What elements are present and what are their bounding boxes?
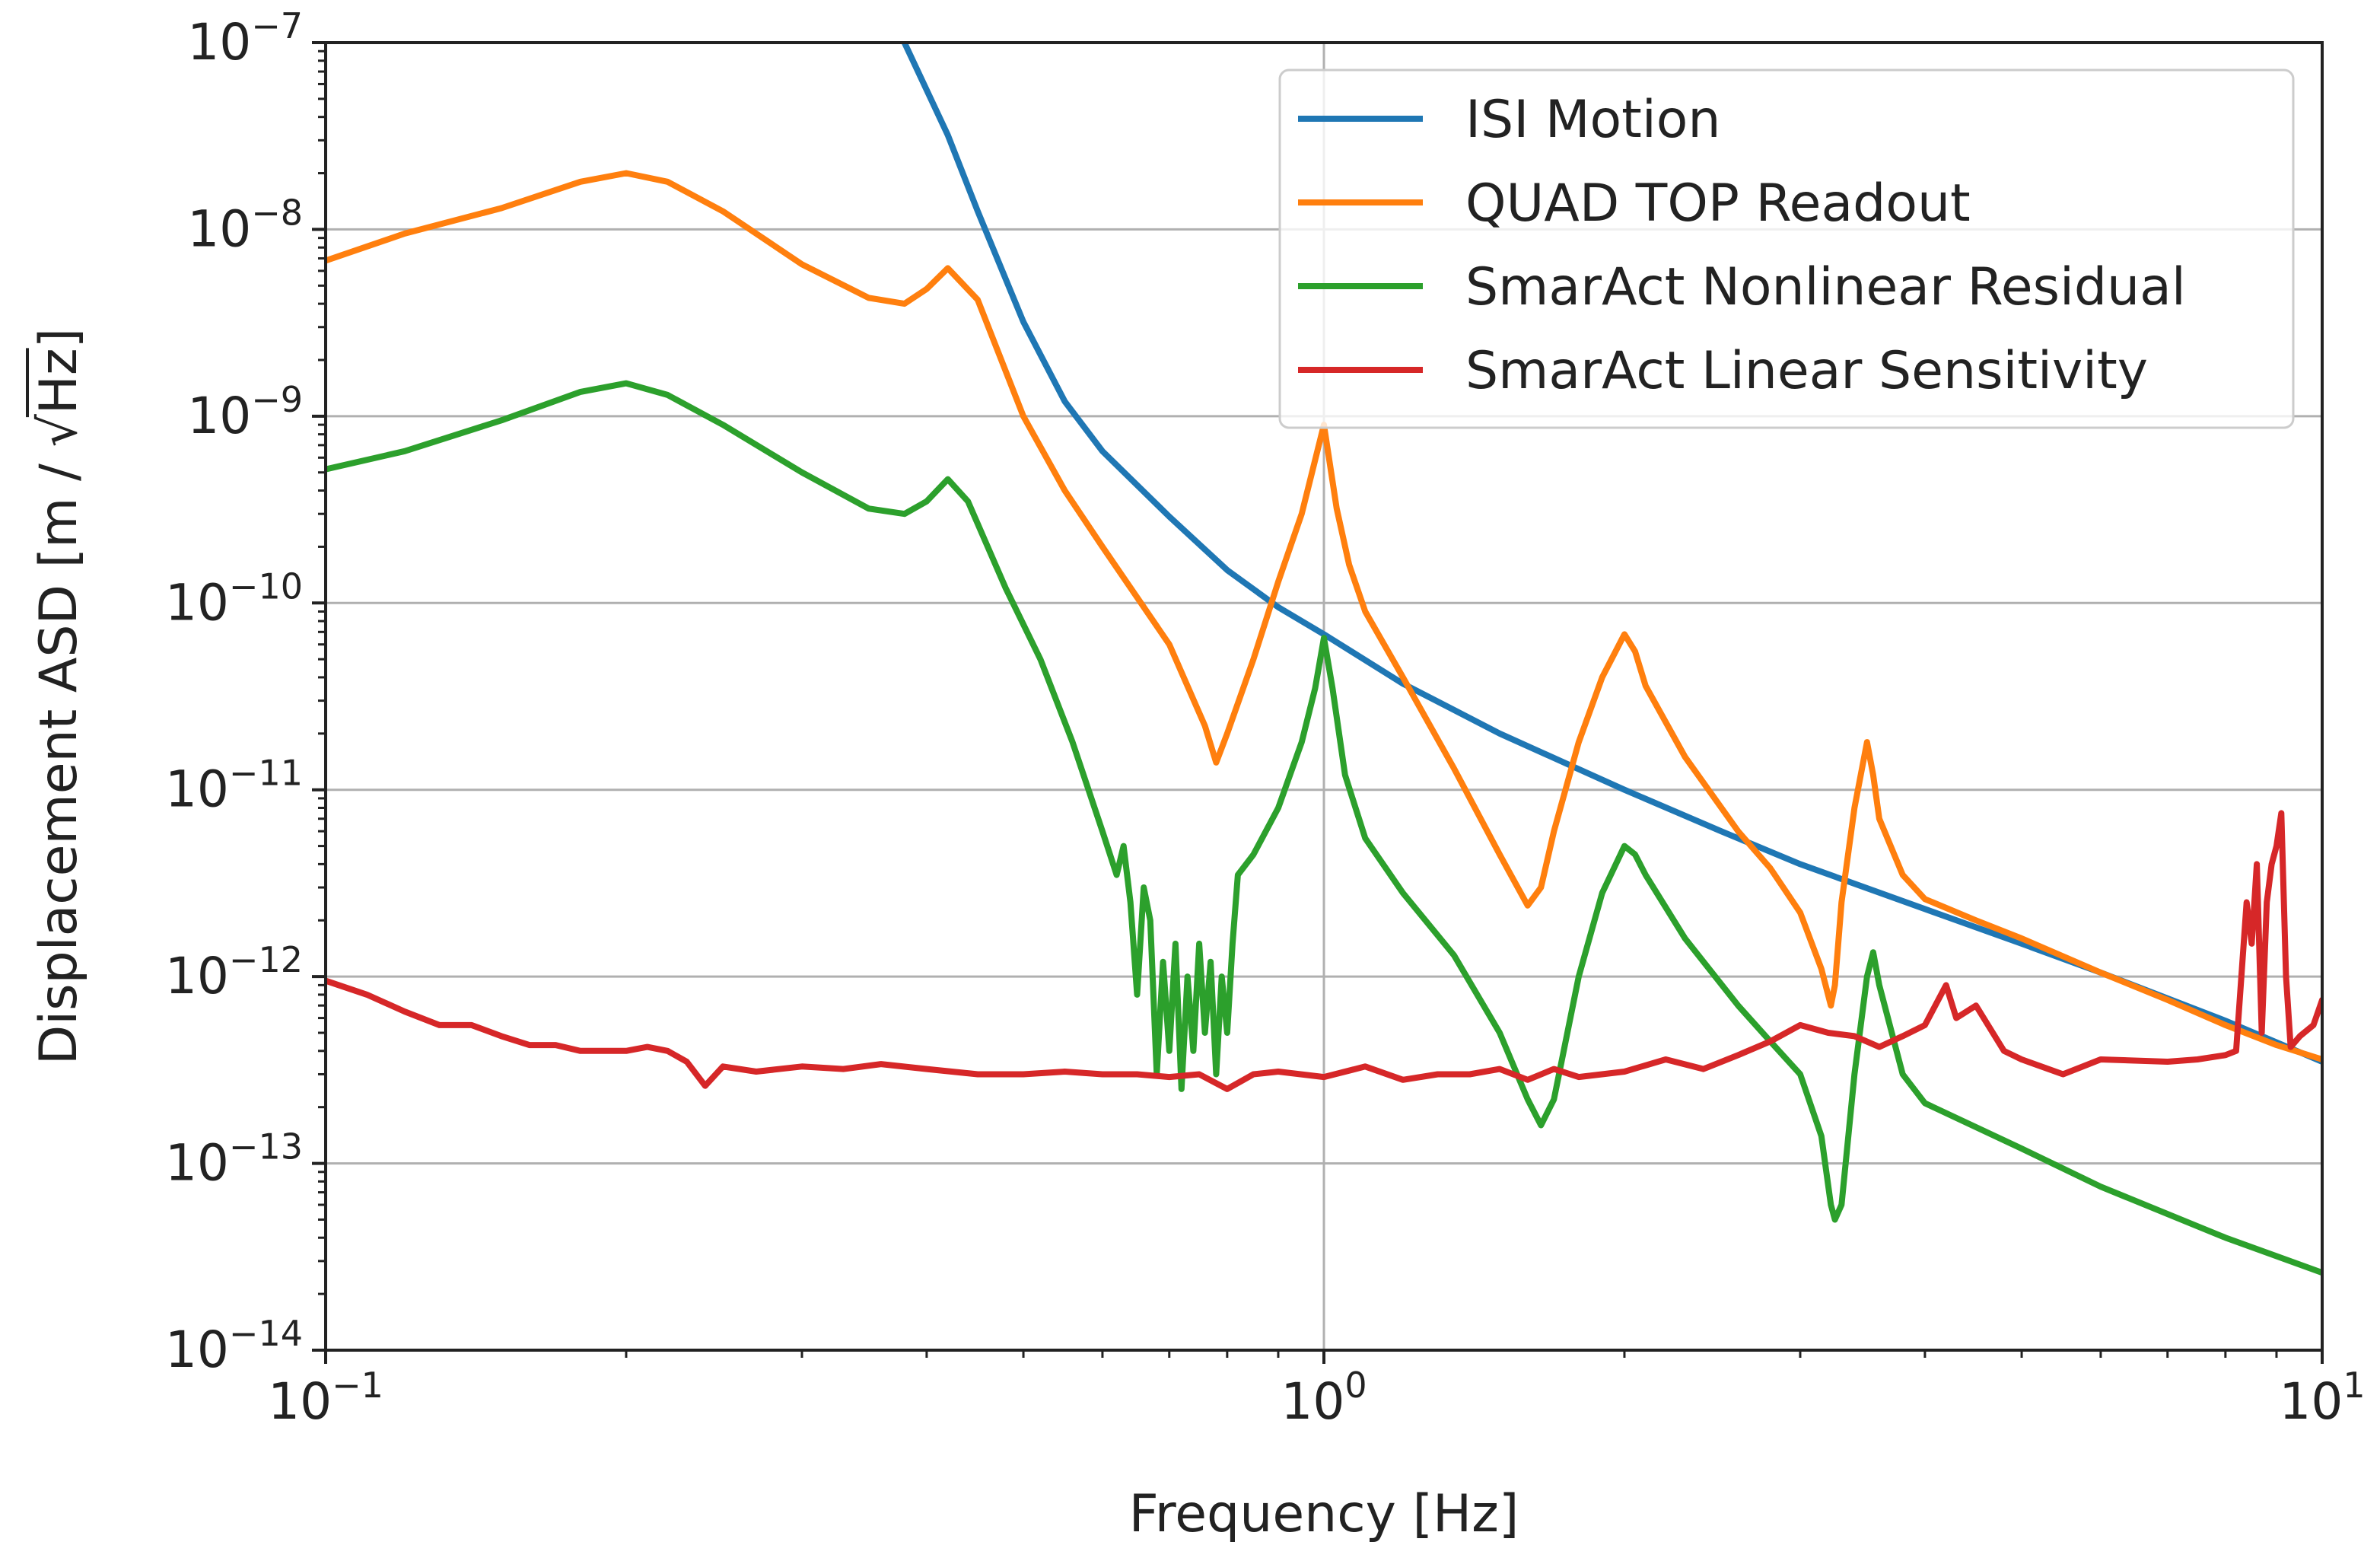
series-line-smaract-nonlinear-residual xyxy=(326,380,2322,1276)
series-layer xyxy=(326,43,2322,1276)
y-axis-label: Displacement ASD [m / √Hz] xyxy=(29,328,89,1065)
y-label-pre: Displacement ASD [m / xyxy=(29,448,89,1066)
legend-label-quad-top-readout: QUAD TOP Readout xyxy=(1465,174,1971,234)
tick-labels: 10−1 100 101 10−14 10−13 10−12 10−11 10−10 10−9 1… xyxy=(165,5,2366,1431)
x-tick-label: 101 xyxy=(2279,1365,2365,1431)
y-axis-label-group: Displacement ASD [m / √Hz] xyxy=(26,328,89,1065)
y-tick-label: 10−7 xyxy=(187,5,303,72)
legend-box xyxy=(1278,68,2295,429)
series-line-quad-top-readout xyxy=(326,170,2322,1062)
series-line-smaract-linear-sensitivity xyxy=(326,810,2322,1092)
y-tick-label: 10−9 xyxy=(187,379,303,445)
legend-label-smaract-linear-sensitivity: SmarAct Linear Sensitivity xyxy=(1465,341,2148,401)
y-label-post: ] xyxy=(29,328,89,349)
x-tick-label: 10−1 xyxy=(268,1365,383,1431)
y-tick-label: 10−11 xyxy=(165,753,303,819)
y-tick-label: 10−8 xyxy=(187,192,303,258)
series-line-isi-motion xyxy=(901,43,2322,1065)
y-tick-label: 10−13 xyxy=(165,1126,303,1193)
x-axis-label: Frequency [Hz] xyxy=(1129,1484,1519,1544)
y-tick-label: 10−14 xyxy=(165,1313,303,1379)
legend-label-isi-motion: ISI Motion xyxy=(1465,90,1720,150)
y-tick-label: 10−12 xyxy=(165,939,303,1005)
y-label-radical: √ xyxy=(29,414,89,448)
y-label-radicand: Hz xyxy=(29,348,89,414)
y-tick-label: 10−10 xyxy=(165,565,303,632)
legend-label-smaract-nonlinear-residual: SmarAct Nonlinear Residual xyxy=(1465,257,2186,317)
legend: ISI Motion QUAD TOP Readout SmarAct Nonlin… xyxy=(1278,68,2295,429)
ticks xyxy=(312,41,2324,1364)
x-tick-label: 100 xyxy=(1281,1365,1367,1431)
